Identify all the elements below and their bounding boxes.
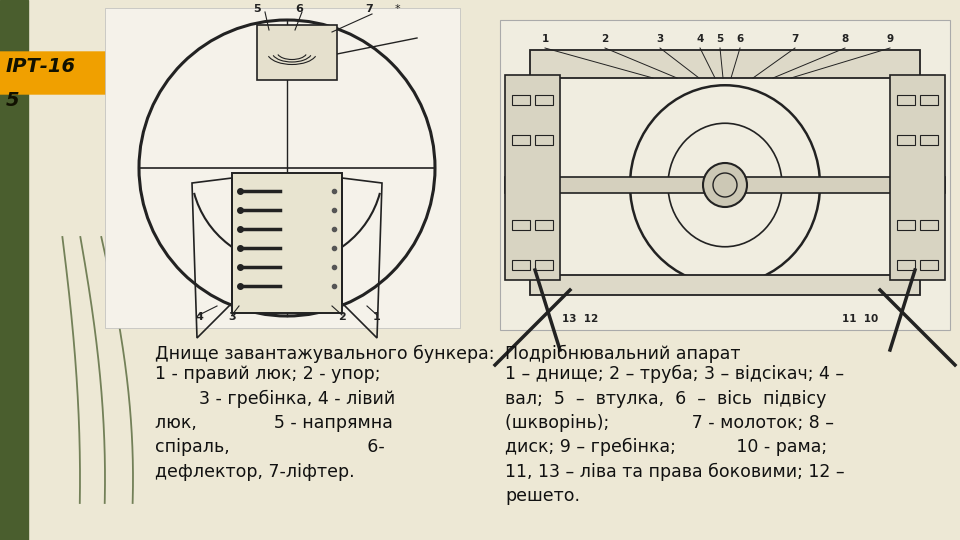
- Text: 4: 4: [195, 312, 203, 322]
- Text: 11  10: 11 10: [842, 314, 878, 324]
- Polygon shape: [0, 52, 140, 94]
- Bar: [530, 275, 920, 295]
- Bar: [512, 95, 530, 105]
- Bar: [897, 135, 915, 145]
- Text: 1 – днище; 2 – труба; 3 – відсікач; 4 –
вал;  5  –  втулка,  6  –  вісь  підвісу: 1 – днище; 2 – труба; 3 – відсікач; 4 – …: [505, 365, 845, 505]
- Text: 5: 5: [6, 91, 19, 110]
- Text: 6: 6: [295, 4, 303, 14]
- Bar: [535, 135, 553, 145]
- Bar: [512, 135, 530, 145]
- Bar: [257, 25, 337, 80]
- Text: 2: 2: [601, 34, 609, 44]
- Bar: [535, 95, 553, 105]
- Bar: [512, 260, 530, 270]
- Bar: [232, 173, 342, 313]
- Bar: [920, 220, 938, 230]
- Text: 8: 8: [841, 34, 849, 44]
- Bar: [505, 75, 560, 280]
- Text: 3: 3: [657, 34, 663, 44]
- Text: 2: 2: [338, 312, 346, 322]
- Bar: [535, 220, 553, 230]
- Circle shape: [703, 163, 747, 207]
- Text: 13  12: 13 12: [562, 314, 598, 324]
- Bar: [920, 95, 938, 105]
- Bar: [920, 260, 938, 270]
- Bar: [920, 135, 938, 145]
- Bar: [0, 0, 28, 540]
- Text: 5: 5: [716, 34, 724, 44]
- Bar: [530, 50, 920, 78]
- Text: 9: 9: [886, 34, 894, 44]
- Text: 5: 5: [253, 4, 261, 14]
- Text: 4: 4: [696, 34, 704, 44]
- Text: 7: 7: [365, 4, 372, 14]
- Bar: [897, 220, 915, 230]
- Bar: [535, 260, 553, 270]
- Bar: [897, 260, 915, 270]
- Text: 1: 1: [541, 34, 548, 44]
- Text: 3: 3: [228, 312, 236, 322]
- Bar: [505, 177, 945, 193]
- Text: 1 - правий люк; 2 - упор;
        3 - гребінка, 4 - лівий
люк,              5 - : 1 - правий люк; 2 - упор; 3 - гребінка, …: [155, 365, 396, 481]
- Text: 6: 6: [736, 34, 744, 44]
- Bar: [890, 75, 945, 280]
- Bar: [512, 220, 530, 230]
- Text: Подрібнювальний апарат: Подрібнювальний апарат: [505, 345, 740, 363]
- Bar: [897, 95, 915, 105]
- Bar: [500, 20, 950, 330]
- Bar: [105, 8, 460, 328]
- Text: 1: 1: [373, 312, 381, 322]
- Text: ІРТ-16: ІРТ-16: [6, 57, 76, 76]
- Text: *: *: [395, 4, 399, 14]
- Text: 7: 7: [791, 34, 799, 44]
- Text: Днище завантажувального бункера:: Днище завантажувального бункера:: [155, 345, 494, 363]
